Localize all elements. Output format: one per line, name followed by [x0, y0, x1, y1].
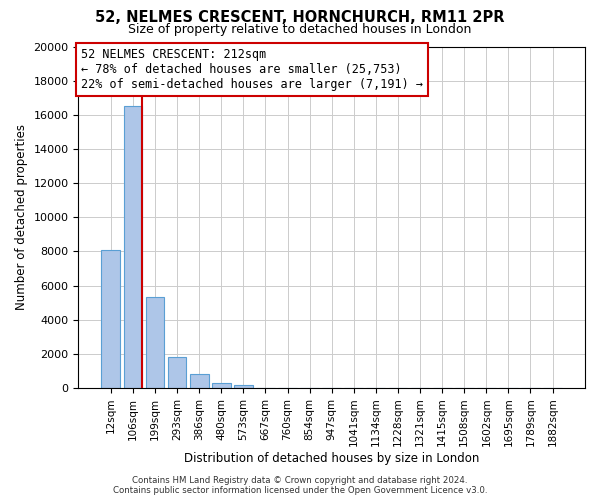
Text: Size of property relative to detached houses in London: Size of property relative to detached ho… — [128, 22, 472, 36]
X-axis label: Distribution of detached houses by size in London: Distribution of detached houses by size … — [184, 452, 479, 465]
Bar — [212, 383, 230, 388]
Bar — [234, 384, 253, 388]
Bar — [146, 298, 164, 388]
Text: 52, NELMES CRESCENT, HORNCHURCH, RM11 2PR: 52, NELMES CRESCENT, HORNCHURCH, RM11 2P… — [95, 10, 505, 25]
Bar — [167, 357, 187, 388]
Y-axis label: Number of detached properties: Number of detached properties — [15, 124, 28, 310]
Bar — [124, 106, 142, 388]
Bar — [101, 250, 120, 388]
Text: 52 NELMES CRESCENT: 212sqm
← 78% of detached houses are smaller (25,753)
22% of : 52 NELMES CRESCENT: 212sqm ← 78% of deta… — [81, 48, 423, 91]
Bar — [190, 374, 209, 388]
Text: Contains HM Land Registry data © Crown copyright and database right 2024.
Contai: Contains HM Land Registry data © Crown c… — [113, 476, 487, 495]
